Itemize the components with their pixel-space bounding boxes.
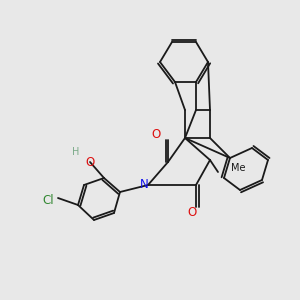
Text: Cl: Cl: [42, 194, 54, 206]
Text: N: N: [140, 178, 148, 191]
Text: O: O: [152, 128, 160, 140]
Text: H: H: [72, 147, 80, 157]
Text: O: O: [188, 206, 196, 218]
Text: Me: Me: [231, 163, 245, 173]
Text: O: O: [85, 155, 94, 169]
